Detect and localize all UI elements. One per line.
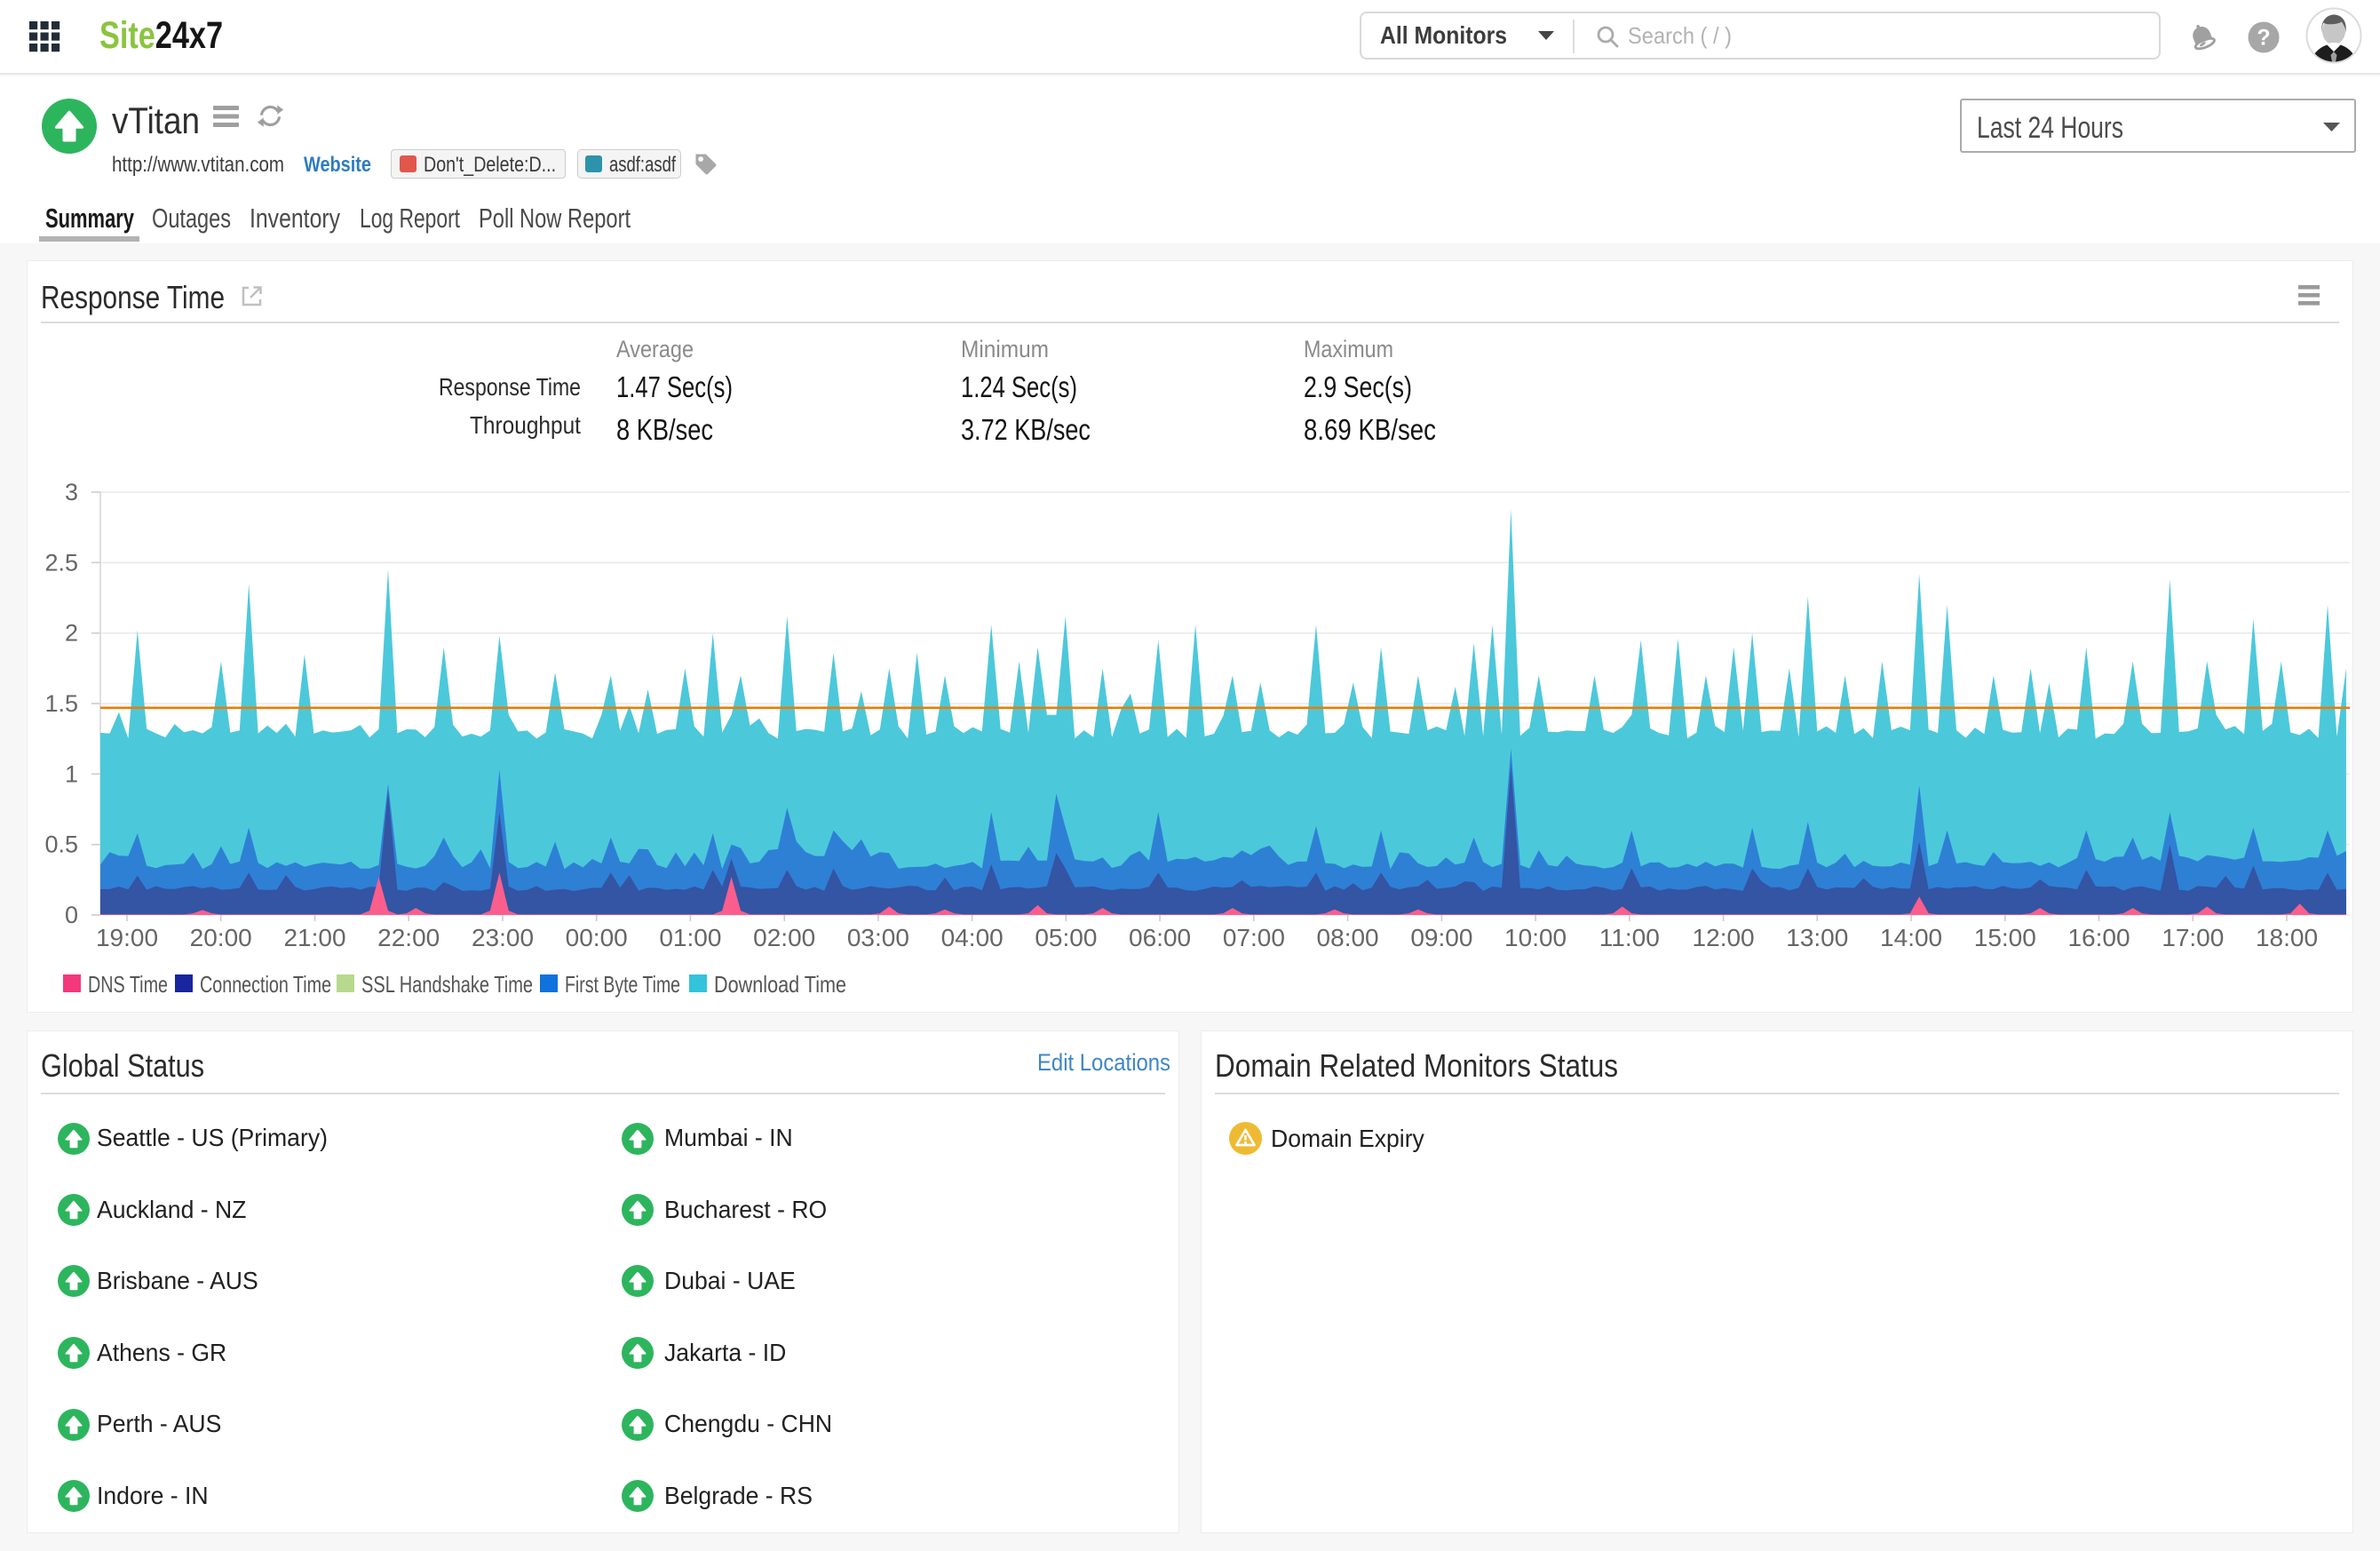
svg-text:0.5: 0.5 [44, 831, 78, 858]
svg-text:10:00: 10:00 [1504, 924, 1567, 951]
svg-text:18:00: 18:00 [2256, 924, 2318, 951]
svg-text:1: 1 [65, 760, 78, 787]
svg-text:22:00: 22:00 [377, 924, 440, 951]
svg-text:12:00: 12:00 [1693, 924, 1755, 951]
svg-text:08:00: 08:00 [1317, 924, 1379, 951]
svg-text:?: ? [2257, 26, 2270, 51]
svg-text:16:00: 16:00 [2067, 924, 2130, 951]
svg-text:15:00: 15:00 [1974, 924, 2036, 951]
svg-text:23:00: 23:00 [472, 924, 534, 951]
svg-text:07:00: 07:00 [1223, 924, 1285, 951]
svg-text:05:00: 05:00 [1035, 924, 1097, 951]
svg-text:03:00: 03:00 [847, 924, 909, 951]
svg-text:11:00: 11:00 [1599, 924, 1660, 951]
svg-text:1.5: 1.5 [44, 690, 78, 717]
svg-text:0: 0 [65, 902, 78, 928]
svg-text:02:00: 02:00 [753, 924, 815, 951]
svg-text:04:00: 04:00 [941, 924, 1004, 951]
svg-text:01:00: 01:00 [659, 924, 721, 951]
svg-text:00:00: 00:00 [566, 924, 628, 951]
svg-text:06:00: 06:00 [1129, 924, 1191, 951]
svg-text:13:00: 13:00 [1786, 924, 1848, 951]
svg-text:2.5: 2.5 [44, 549, 78, 576]
svg-text:20:00: 20:00 [190, 924, 252, 951]
svg-text:14:00: 14:00 [1880, 924, 1942, 951]
svg-text:21:00: 21:00 [283, 924, 345, 951]
svg-text:3: 3 [65, 479, 78, 505]
svg-text:17:00: 17:00 [2162, 924, 2224, 951]
svg-text:2: 2 [65, 620, 78, 647]
svg-text:09:00: 09:00 [1410, 924, 1472, 951]
svg-text:19:00: 19:00 [96, 924, 158, 951]
